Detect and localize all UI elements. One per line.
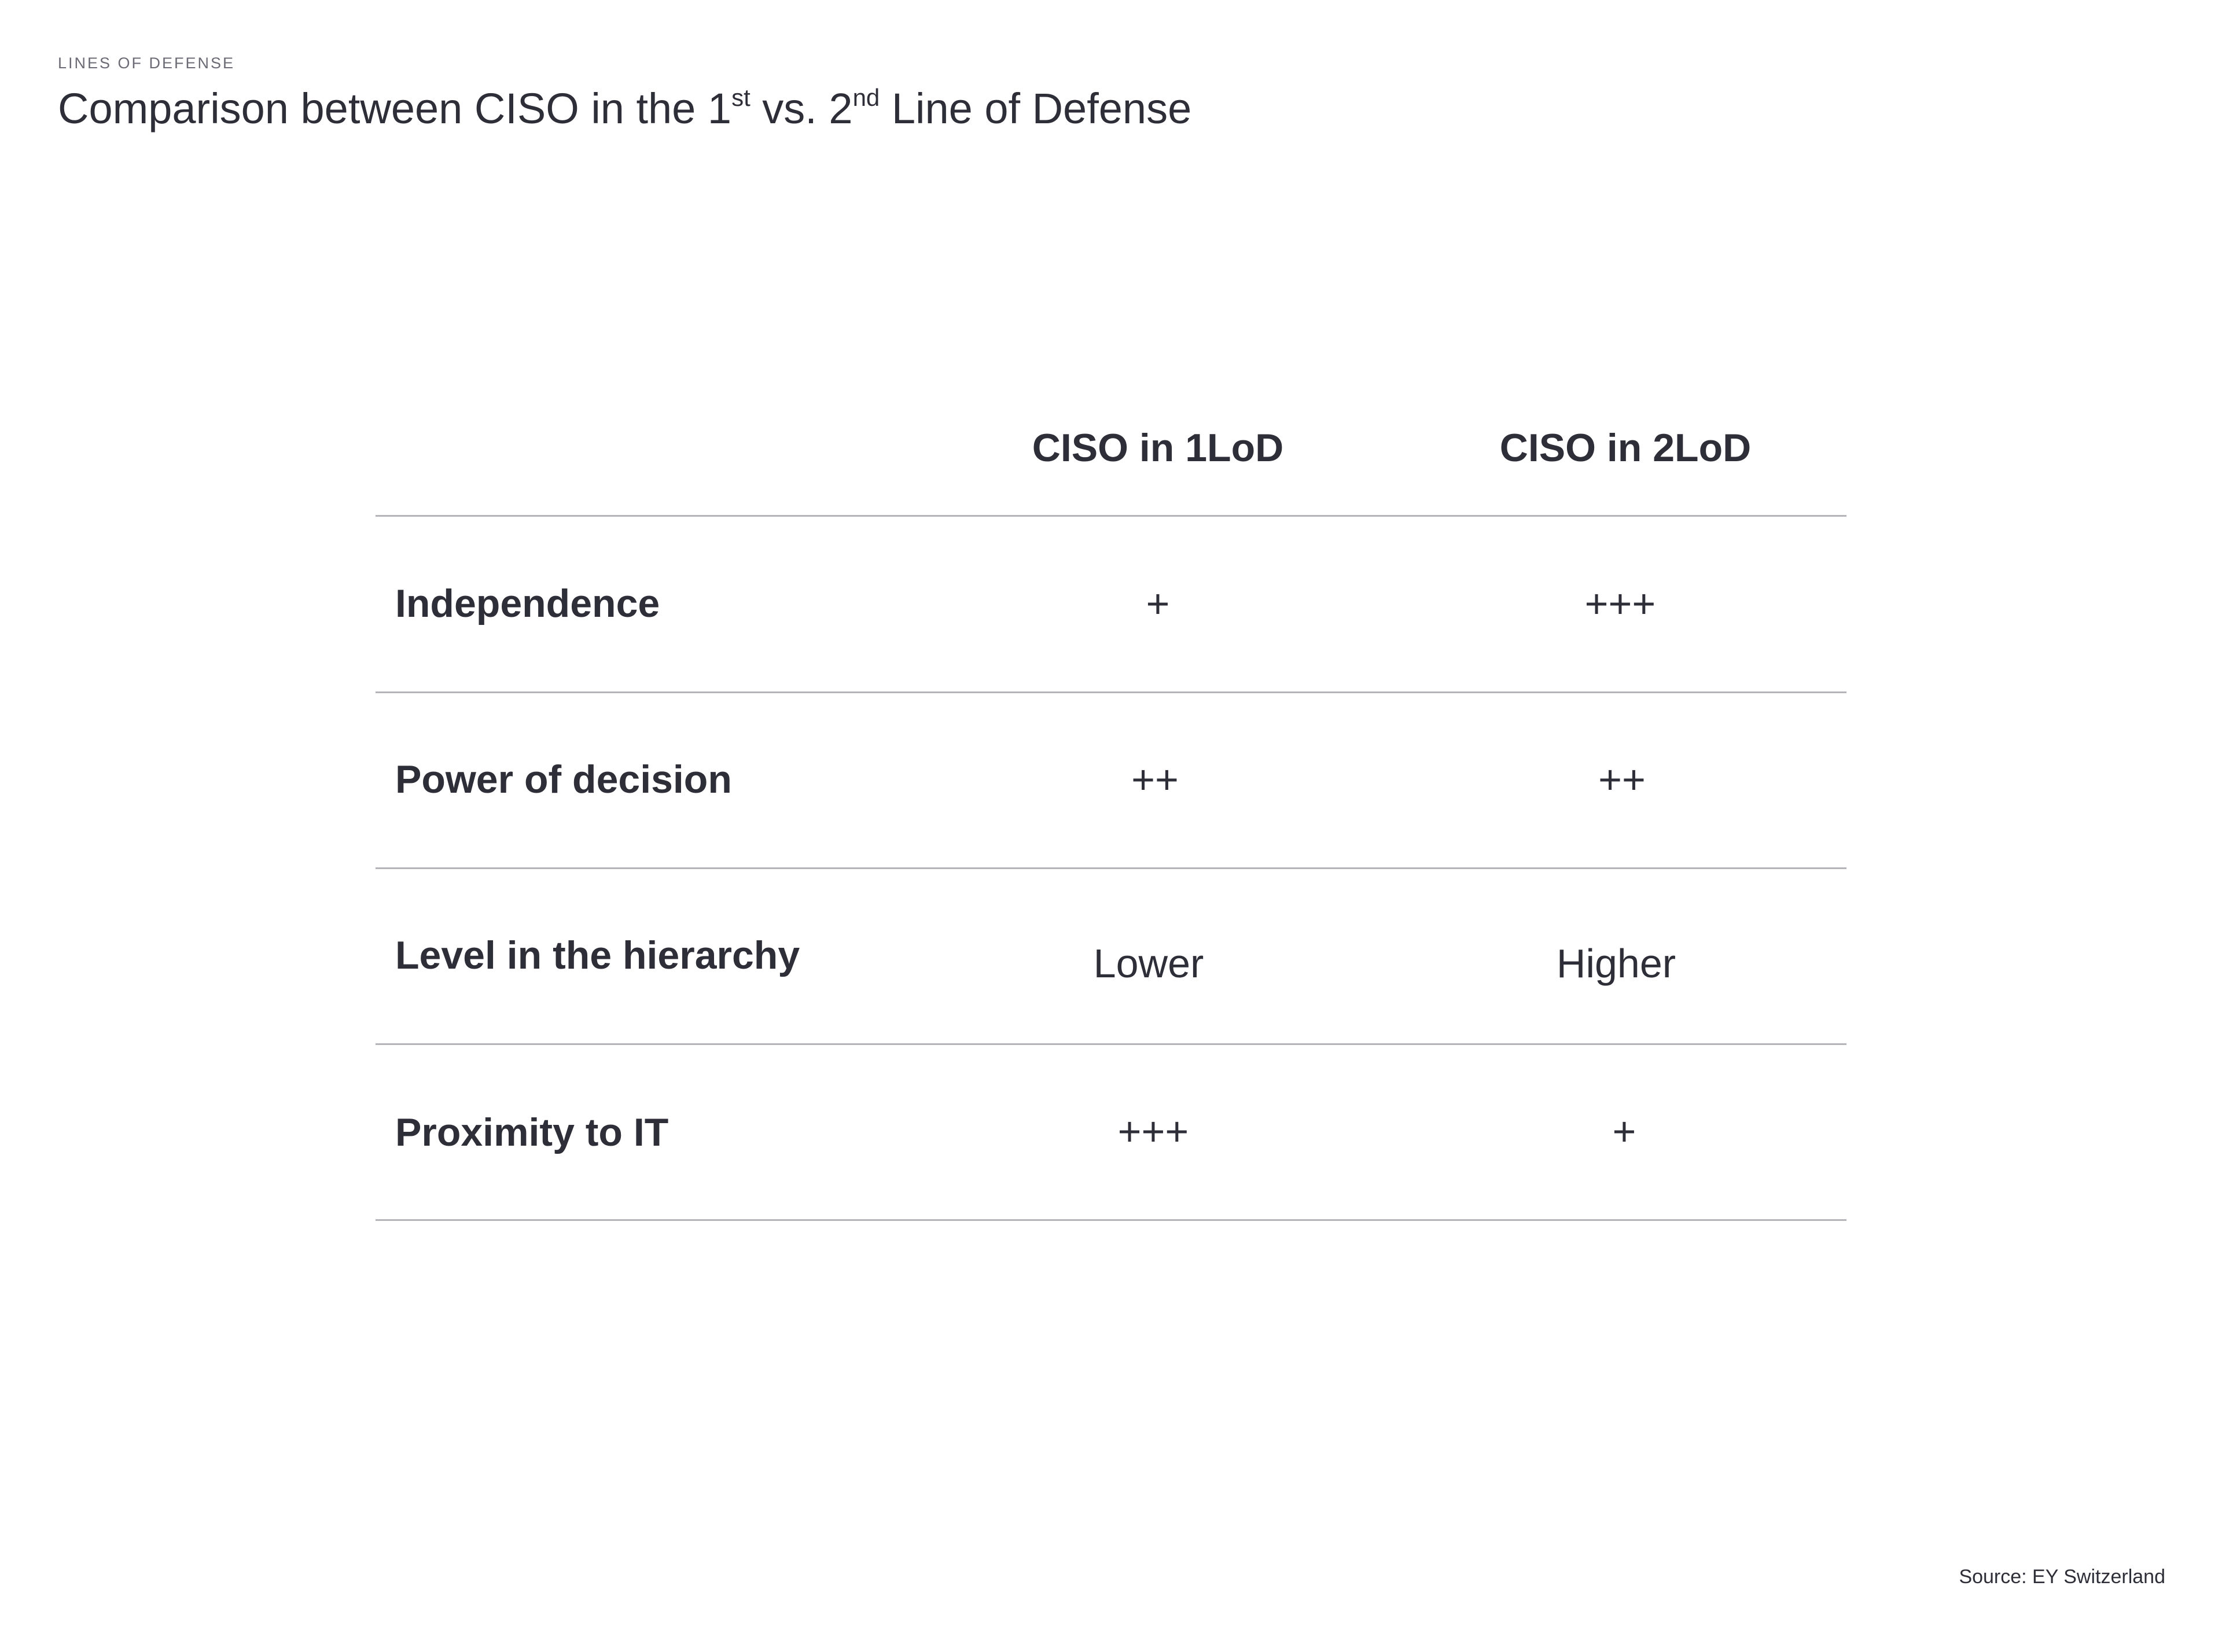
title-superscript: nd bbox=[852, 84, 880, 111]
row-label: Independence bbox=[395, 582, 660, 626]
cell-1lod: + bbox=[1146, 581, 1170, 626]
cell-2lod: ++ bbox=[1598, 757, 1646, 802]
row-label: Power of decision bbox=[395, 757, 732, 801]
divider bbox=[376, 515, 1846, 517]
row-label: Level in the hierarchy bbox=[395, 933, 800, 977]
title-superscript: st bbox=[731, 84, 751, 111]
divider bbox=[376, 1043, 1846, 1045]
divider bbox=[376, 691, 1846, 693]
cell-2lod: +++ bbox=[1584, 581, 1656, 626]
cell-2lod: Higher bbox=[1556, 941, 1676, 986]
cell-1lod: +++ bbox=[1117, 1109, 1189, 1154]
divider bbox=[376, 1219, 1846, 1221]
cell-1lod: ++ bbox=[1131, 757, 1179, 802]
cell-2lod: + bbox=[1612, 1109, 1636, 1154]
title-text: Line of Defense bbox=[880, 84, 1192, 133]
source-note: Source: EY Switzerland bbox=[1959, 1566, 2165, 1588]
divider bbox=[376, 867, 1846, 869]
title-text: vs. 2 bbox=[750, 84, 853, 133]
cell-1lod: Lower bbox=[1093, 941, 1204, 986]
column-header-1lod: CISO in 1LoD bbox=[1032, 426, 1284, 470]
page-title: Comparison between CISO in the 1st vs. 2… bbox=[58, 84, 1191, 133]
column-header-2lod: CISO in 2LoD bbox=[1499, 426, 1752, 470]
title-text: Comparison between CISO in the 1 bbox=[58, 84, 732, 133]
section-eyebrow: LINES OF DEFENSE bbox=[58, 54, 236, 72]
row-label: Proximity to IT bbox=[395, 1110, 669, 1154]
